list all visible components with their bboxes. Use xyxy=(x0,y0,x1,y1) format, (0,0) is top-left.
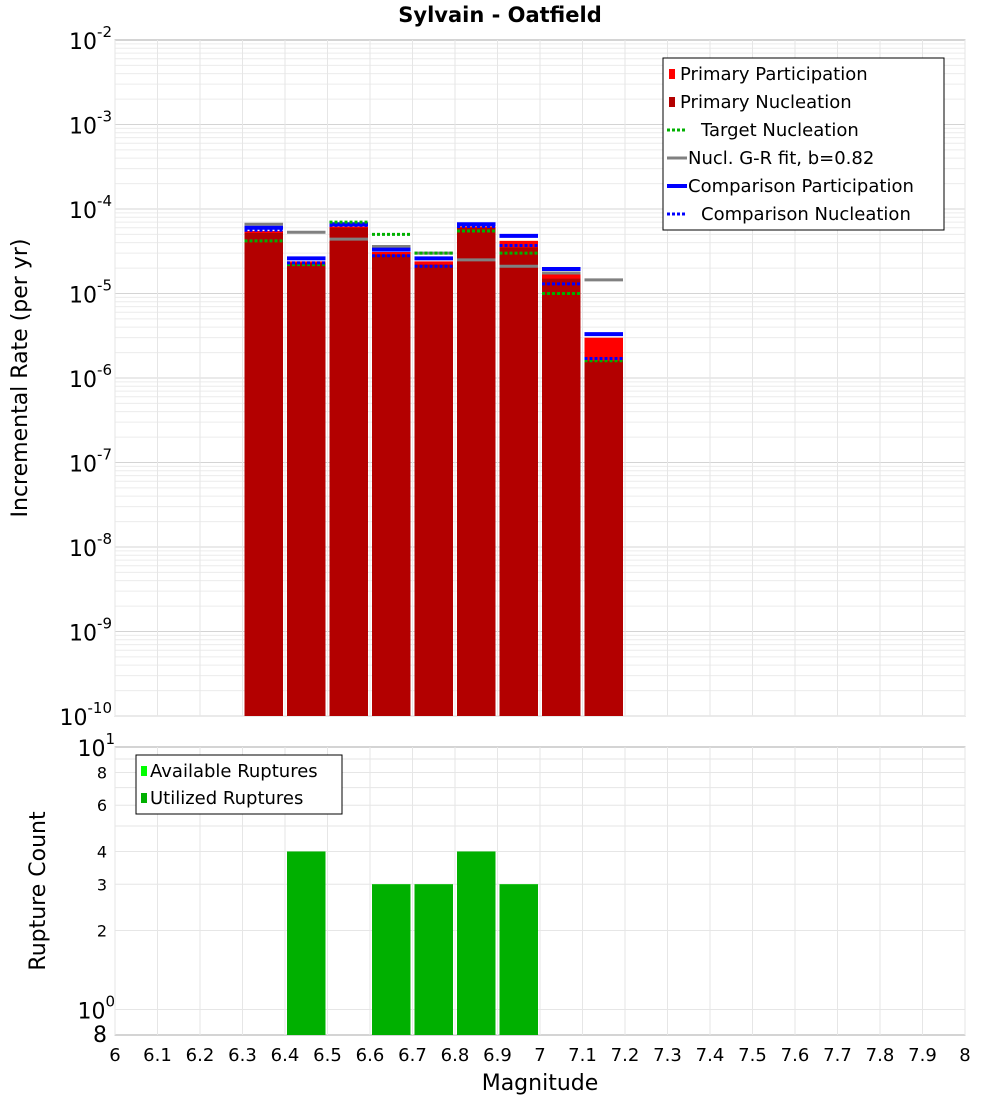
x-tick-label: 6.9 xyxy=(483,1045,512,1066)
x-tick-label: 7.5 xyxy=(738,1045,767,1066)
y-tick-label: 8 xyxy=(97,763,107,782)
x-tick-label: 7.8 xyxy=(866,1045,895,1066)
legend-swatch xyxy=(141,766,147,776)
x-tick-label: 7.7 xyxy=(823,1045,852,1066)
y-tick-power-label: 100 xyxy=(77,993,115,1025)
x-tick-label: 7.3 xyxy=(653,1045,682,1066)
y-tick-label: 10-2 xyxy=(69,23,112,55)
y-tick-label: 10-6 xyxy=(69,361,112,393)
chart-title: Sylvain - Oatfield xyxy=(398,3,601,27)
x-tick-label: 6 xyxy=(109,1045,120,1066)
magnitude-x-ticks: 6 6.1 6.2 6.3 6.4 6.5 6.6 6.7 6.8 6.9 7 7.1 7.2 7.3 7.… xyxy=(109,1045,970,1066)
x-tick-label: 7.1 xyxy=(568,1045,597,1066)
y-tick-label: 8 xyxy=(93,1023,107,1048)
y-tick-label: 10-5 xyxy=(69,277,112,309)
legend-label: Comparison Nucleation xyxy=(701,204,911,225)
primary-nucleation-bar xyxy=(499,247,538,716)
legend-label: Primary Nucleation xyxy=(680,92,852,113)
y-tick-label: 10-3 xyxy=(69,108,112,140)
rate-plot-y-ticks: 10-10 10-9 10-8 10-7 10-6 10-5 10-4 10-3 10-2 xyxy=(60,23,113,731)
x-tick-label: 6.2 xyxy=(186,1045,215,1066)
legend-box xyxy=(662,57,945,231)
legend-swatch xyxy=(141,793,147,803)
x-tick-label: 6.1 xyxy=(143,1045,172,1066)
x-tick-label: 7.9 xyxy=(908,1045,937,1066)
legend-label: Primary Participation xyxy=(680,64,868,85)
y-tick-label: 10-8 xyxy=(69,530,112,562)
y-tick-label: 4 xyxy=(97,842,107,861)
primary-nucleation-bar xyxy=(287,262,326,716)
y-tick-power-label: 101 xyxy=(77,730,115,762)
legend-swatch xyxy=(669,69,675,79)
rupture-y-axis-label: Rupture Count xyxy=(26,811,51,971)
primary-nucleation-bar xyxy=(457,227,496,716)
x-tick-label: 7 xyxy=(534,1045,545,1066)
primary-nucleation-bar xyxy=(244,232,283,716)
legend-swatch xyxy=(669,97,675,107)
legend-label: Comparison Participation xyxy=(688,176,914,197)
x-tick-label: 6.6 xyxy=(356,1045,385,1066)
y-tick-label: 3 xyxy=(97,875,107,894)
x-tick-label: 6.3 xyxy=(228,1045,257,1066)
y-tick-label: 2 xyxy=(97,922,107,941)
x-axis-label: Magnitude xyxy=(482,1071,599,1096)
y-tick-label: 10-7 xyxy=(69,446,112,478)
y-tick-label: 10-4 xyxy=(69,192,112,224)
y-tick-label: 10-10 xyxy=(60,699,113,731)
x-tick-label: 6.8 xyxy=(441,1045,470,1066)
x-tick-label: 6.7 xyxy=(398,1045,427,1066)
y-tick-label: 10-9 xyxy=(69,615,112,647)
x-tick-label: 6.5 xyxy=(313,1045,342,1066)
x-tick-label: 6.4 xyxy=(271,1045,300,1066)
rate-legend: Primary Participation Primary Nucleation T… xyxy=(662,57,945,231)
rate-plot: 10-10 10-9 10-8 10-7 10-6 10-5 10-4 10-3 10-2 In… xyxy=(8,23,966,731)
x-tick-label: 8 xyxy=(959,1045,970,1066)
utilized-ruptures-bar xyxy=(414,884,453,1035)
legend-box xyxy=(135,754,343,815)
legend-label: Utilized Ruptures xyxy=(150,788,303,809)
primary-nucleation-bar xyxy=(414,264,453,716)
y-tick-label: 6 xyxy=(97,796,107,815)
utilized-ruptures-bar xyxy=(372,884,411,1035)
utilized-ruptures-bar xyxy=(457,851,496,1035)
primary-nucleation-bar xyxy=(584,360,623,716)
legend-label: Available Ruptures xyxy=(150,761,318,782)
legend-label: Nucl. G-R fit, b=0.82 xyxy=(688,148,874,169)
x-tick-label: 7.2 xyxy=(611,1045,640,1066)
primary-nucleation-bar xyxy=(372,254,411,716)
utilized-ruptures-bar xyxy=(499,884,538,1035)
rupture-legend: Available Ruptures Utilized Ruptures xyxy=(135,754,343,815)
primary-nucleation-bar xyxy=(329,227,368,716)
primary-nucleation-bar xyxy=(542,278,581,716)
x-tick-label: 7.6 xyxy=(781,1045,810,1066)
rupture-plot-marks xyxy=(287,851,538,1035)
x-tick-label: 7.4 xyxy=(696,1045,725,1066)
legend-label: Target Nucleation xyxy=(700,120,859,141)
rate-y-axis-label: Incremental Rate (per yr) xyxy=(8,239,33,518)
rate-plot-marks xyxy=(244,220,623,717)
utilized-ruptures-bar xyxy=(287,851,326,1035)
